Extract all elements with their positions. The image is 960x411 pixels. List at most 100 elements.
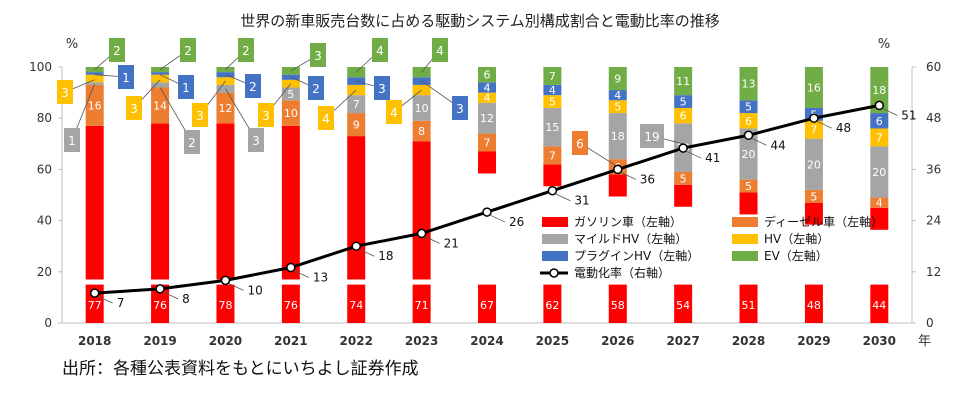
bar-gasoline-upper (674, 184, 693, 207)
bar-ev (804, 67, 823, 108)
x-tick-label: 2022 (340, 334, 373, 348)
bar-mild_hv (347, 95, 366, 114)
bar-diesel (543, 146, 562, 165)
bar-gasoline (674, 284, 693, 323)
callout-ev-2023-box (432, 38, 448, 62)
line-label: 48 (836, 121, 851, 135)
legend-label-phv: プラグインHV（左軸） (574, 248, 699, 263)
bar-hv (674, 107, 693, 124)
legend-swatch-mild_hv (542, 234, 568, 244)
x-tick-label: 2025 (536, 334, 569, 348)
callout-mildhv-2027-label: 19 (644, 130, 659, 144)
bar-label-mild_hv: 20 (807, 158, 821, 171)
bar-mild_hv (216, 84, 235, 93)
bar-gasoline (412, 284, 431, 323)
callout-ev-2022-box (372, 38, 388, 62)
bar-diesel (216, 92, 235, 124)
bar-gasoline (804, 284, 823, 323)
legend-label-mild_hv: マイルドHV（左軸） (574, 231, 687, 246)
line-label: 8 (182, 292, 190, 306)
callout-hv-2021-box (258, 103, 274, 127)
x-tick-label: 2020 (209, 334, 242, 348)
left-axis-unit: % (66, 37, 78, 52)
bar-label-ev: 18 (872, 84, 886, 97)
bar-label-ev: 13 (742, 78, 756, 91)
bar-label-phv: 4 (484, 81, 491, 94)
bar-hv (151, 74, 170, 83)
callout-phv-2019-label: 1 (182, 81, 190, 95)
bar-gasoline-upper (478, 151, 496, 174)
left-tick-label: 80 (37, 111, 52, 125)
bar-diesel (347, 113, 366, 137)
line-label-leader (359, 248, 375, 257)
callout-ev-2020-label: 2 (242, 44, 250, 58)
line-point (547, 185, 558, 196)
bar-label-hv: 6 (745, 115, 752, 128)
line-point (743, 130, 754, 141)
callout-mildhv-2018-label: 1 (68, 134, 76, 148)
line-label-leader (751, 137, 767, 146)
bar-gasoline-upper (739, 192, 758, 215)
bar-diesel (281, 100, 300, 126)
bar-hv (739, 113, 758, 129)
callout-phv-2022-box (374, 76, 390, 100)
callout-mildhv-2019-label: 2 (188, 136, 196, 150)
bar-hv (870, 128, 889, 147)
left-tick-label: 60 (37, 162, 52, 176)
bar-label-diesel: 7 (484, 137, 491, 150)
line-label: 26 (509, 215, 524, 229)
bar-label-phv: 5 (745, 101, 752, 114)
bar-diesel (151, 87, 170, 124)
left-tick-label: 20 (37, 265, 52, 279)
bar-gasoline-upper (151, 123, 170, 280)
legend-swatch-hv (732, 234, 758, 244)
bar-label-mild_hv: 7 (353, 98, 360, 111)
right-tick-label: 60 (926, 60, 941, 74)
bar-ev (478, 67, 496, 83)
right-axis-unit: % (878, 37, 890, 52)
bar-label-mild_hv: 18 (611, 130, 625, 143)
bar-label-mild_hv: 12 (480, 112, 494, 125)
x-tick-label: 2027 (666, 334, 699, 348)
line-label: 36 (640, 172, 655, 186)
callout-hv-2019-label: 3 (130, 102, 138, 116)
callout-ev-2022-label: 4 (376, 44, 384, 58)
bar-label-gasoline: 77 (88, 299, 102, 312)
bar-diesel (870, 197, 889, 208)
bar-mild_hv (870, 146, 889, 198)
bar-label-diesel: 10 (284, 107, 298, 120)
bar-label-gasoline: 76 (284, 299, 298, 312)
line-label-leader (489, 214, 506, 223)
right-tick-label: 24 (926, 214, 941, 228)
callout-ev-2023-label: 4 (436, 44, 444, 58)
right-tick-label: 48 (926, 111, 941, 125)
bar-label-gasoline: 51 (742, 299, 756, 312)
x-tick-label: 2030 (863, 334, 896, 348)
bar-mild_hv (739, 128, 758, 180)
line-label: 18 (378, 249, 393, 263)
callout-ev-2021-label: 3 (314, 49, 322, 63)
line-label: 51 (901, 108, 916, 122)
bar-gasoline-upper (608, 174, 627, 197)
line-point (678, 143, 688, 153)
bar-phv (543, 84, 562, 96)
bar-label-mild_hv: 20 (872, 166, 886, 179)
bar-label-diesel: 9 (353, 119, 360, 132)
bar-label-hv: 7 (876, 131, 883, 144)
bar-gasoline (543, 284, 562, 323)
legend-label-hv: HV（左軸） (764, 231, 829, 246)
bar-gasoline (608, 284, 627, 323)
bar-gasoline-upper (347, 136, 366, 280)
line-label-leader (97, 295, 113, 304)
line-label-leader (228, 282, 244, 291)
bar-hv (478, 92, 496, 103)
bar-ev (870, 67, 889, 114)
bar-label-hv: 5 (614, 101, 621, 114)
line-point (220, 275, 231, 286)
bar-label-diesel: 5 (810, 190, 817, 203)
callout-mildhv-2020-box (248, 128, 264, 152)
callout-hv-2021-label: 3 (262, 109, 270, 123)
source-note: 出所：各種公表資料をもとにいちよし証券作成 (62, 359, 419, 379)
bar-gasoline-upper (870, 207, 889, 230)
